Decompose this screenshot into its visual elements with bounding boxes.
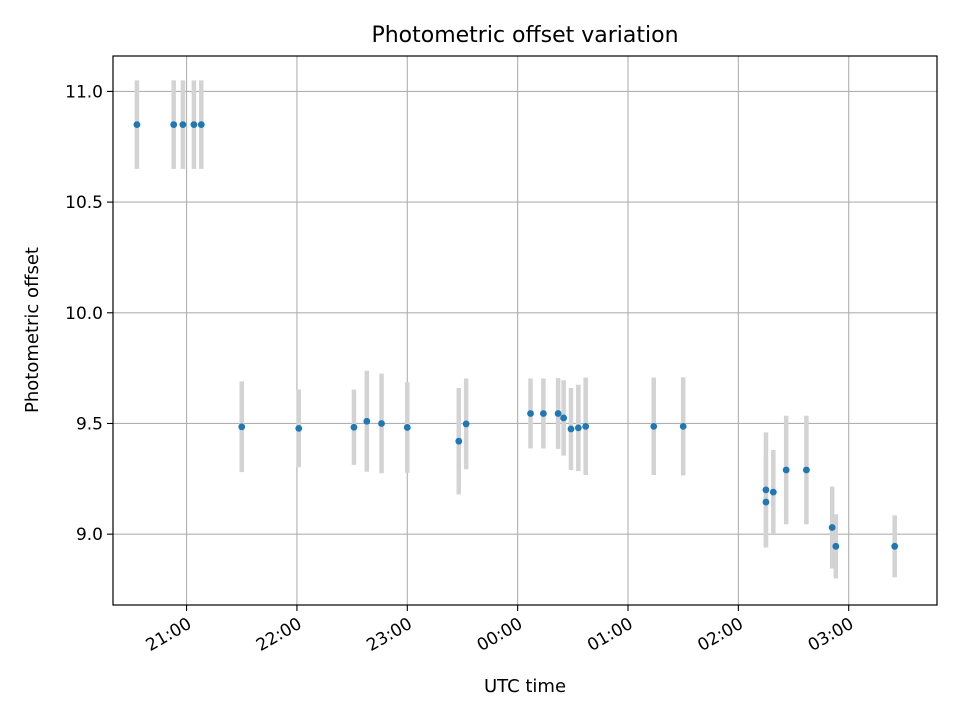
data-point	[295, 424, 303, 432]
y-axis-ticks: 9.0 9.5 10.0 10.5 11.0	[65, 82, 113, 545]
data-point	[803, 466, 810, 474]
grid-layer	[113, 56, 937, 605]
point-layer	[133, 121, 899, 550]
y-tick-label: 9.0	[76, 525, 103, 545]
chart-title: Photometric offset variation	[371, 23, 678, 48]
data-point	[455, 437, 463, 445]
y-tick-label: 11.0	[65, 82, 103, 102]
y-tick-label: 10.5	[65, 193, 103, 213]
data-point	[782, 466, 790, 474]
data-point	[650, 422, 658, 430]
data-point	[828, 524, 836, 531]
data-point	[238, 423, 246, 431]
y-tick-label: 9.5	[76, 414, 103, 434]
data-point	[527, 410, 534, 417]
data-point	[567, 425, 575, 433]
data-point	[762, 498, 770, 506]
x-axis-label: UTC time	[484, 676, 566, 697]
data-point	[574, 424, 582, 432]
data-point	[179, 121, 187, 129]
data-point	[363, 417, 371, 425]
data-point	[190, 121, 198, 129]
data-point	[539, 410, 547, 417]
data-point	[832, 542, 840, 550]
data-point	[350, 423, 358, 431]
data-point	[560, 414, 568, 422]
y-tick-label: 10.0	[65, 304, 103, 324]
data-point	[133, 121, 141, 129]
data-point	[197, 121, 205, 129]
data-point	[679, 422, 687, 430]
data-point	[582, 422, 590, 430]
data-point	[769, 488, 777, 496]
data-point	[403, 424, 411, 431]
data-point	[462, 420, 470, 428]
y-axis-label: Photometric offset	[22, 247, 43, 413]
data-point	[762, 486, 770, 494]
data-point	[170, 121, 178, 129]
data-point	[378, 420, 385, 427]
data-point	[891, 542, 899, 550]
plot-frame	[112, 55, 938, 606]
data-point	[554, 410, 562, 417]
